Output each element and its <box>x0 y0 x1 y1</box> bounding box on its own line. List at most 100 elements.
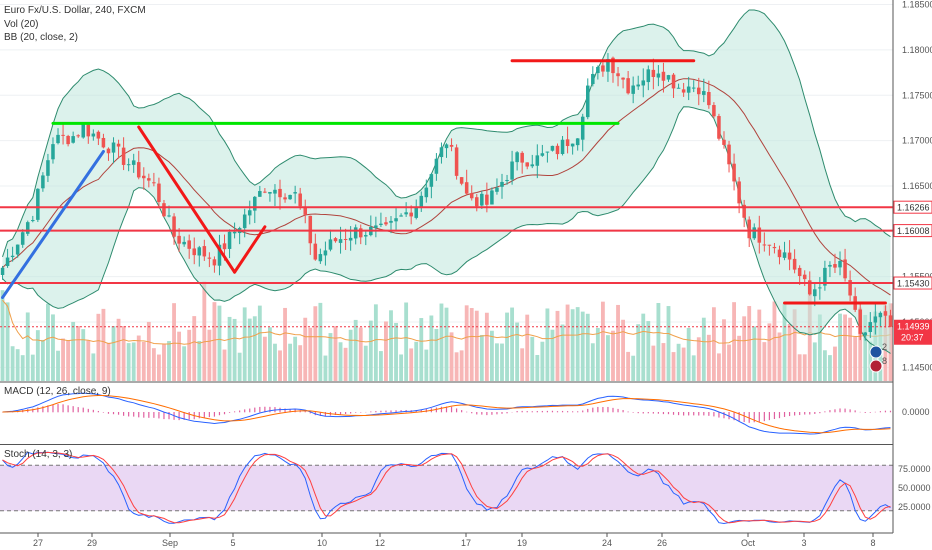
volume-bar <box>182 346 187 381</box>
volume-bar <box>268 327 272 381</box>
volume-bar <box>318 302 323 381</box>
stoch-band <box>0 465 893 511</box>
macd-histogram-bar <box>62 404 64 413</box>
volume-bar <box>802 354 807 381</box>
macd-histogram-bar <box>415 409 417 413</box>
volume-bar <box>273 343 277 381</box>
candle-body <box>283 197 287 200</box>
macd-histogram-bar <box>218 412 221 416</box>
macd-histogram-bar <box>324 412 327 417</box>
macd-histogram-bar <box>794 412 796 416</box>
candle-body <box>797 267 802 277</box>
macd-histogram-bar <box>587 408 589 413</box>
volume-bar <box>141 341 146 381</box>
volume-bar <box>545 308 550 381</box>
candle-body <box>424 187 429 198</box>
candle-body <box>15 244 20 255</box>
candle-body <box>596 66 600 74</box>
volume-bar <box>822 350 827 381</box>
candle-body <box>41 175 45 189</box>
macd-histogram-bar <box>168 412 170 420</box>
volume-bar <box>706 334 711 381</box>
macd-histogram-bar <box>804 412 806 415</box>
volume-bar <box>641 313 646 381</box>
volume-bar <box>530 336 535 381</box>
macd-histogram-bar <box>844 408 846 413</box>
candle-body <box>318 254 323 262</box>
volume-bar <box>419 318 424 381</box>
volume-bar <box>459 350 464 381</box>
volume-bar <box>474 310 479 381</box>
macd-histogram-bar <box>244 409 246 413</box>
volume-bar <box>227 316 232 381</box>
price-tick-label: 1.18500 <box>902 0 932 10</box>
macd-histogram-bar <box>677 412 680 416</box>
stoch-tick-label: 50.0000 <box>898 483 931 493</box>
macd-histogram-bar <box>400 410 402 413</box>
macd-histogram-bar <box>385 410 387 413</box>
candle-body <box>116 143 121 147</box>
volume-bar <box>747 306 752 381</box>
volume-bar <box>656 303 661 381</box>
candle-body <box>187 240 191 249</box>
candle-body <box>717 116 721 139</box>
bollinger-band-fill <box>2 10 891 354</box>
volume-bar <box>863 314 868 381</box>
candle-body <box>585 85 590 118</box>
macd-histogram-bar <box>370 411 372 413</box>
volume-bar <box>409 348 414 381</box>
macd-histogram-bar <box>188 412 190 420</box>
macd-histogram-bar <box>889 410 892 413</box>
candle-body <box>86 124 91 137</box>
candle-body <box>444 144 449 149</box>
macd-histogram-bar <box>577 411 579 413</box>
price-tick-label: 1.18000 <box>902 45 932 55</box>
macd-histogram-bar <box>839 408 841 413</box>
macd-histogram-bar <box>239 410 241 413</box>
macd-histogram-bar <box>849 409 851 413</box>
macd-histogram-bar <box>32 408 34 413</box>
macd-histogram-bar <box>602 407 604 413</box>
volume-bar <box>86 340 91 381</box>
volume-bar <box>651 345 656 381</box>
trend-line <box>137 125 237 274</box>
candle-body <box>550 145 555 151</box>
stoch-d-line <box>2 451 891 524</box>
macd-histogram-bar <box>92 409 94 413</box>
volume-bar <box>595 327 600 381</box>
candle-body <box>540 153 545 156</box>
volume-bar <box>0 290 5 381</box>
volume-bar <box>868 341 873 381</box>
volume-bar <box>727 344 731 381</box>
trend-line <box>233 225 267 274</box>
candle-body <box>308 215 313 244</box>
macd-histogram-bar <box>163 412 165 420</box>
macd-histogram-bar <box>309 412 311 414</box>
candle-body <box>565 139 570 147</box>
volume-bar <box>313 306 318 381</box>
volume-bar <box>252 316 257 381</box>
candle-body <box>772 246 777 249</box>
candle-body <box>227 231 232 249</box>
volume-bar <box>772 301 777 381</box>
volume-bar <box>515 322 520 381</box>
candle-body <box>646 69 651 83</box>
macd-histogram-bar <box>879 411 881 413</box>
volume-bar <box>257 305 262 381</box>
price-tick-label: 1.17500 <box>902 90 932 100</box>
volume-bar <box>676 343 681 381</box>
candle-body <box>802 274 807 280</box>
volume-bar <box>81 329 86 381</box>
candle-body <box>530 164 535 167</box>
macd-histogram-bar <box>153 412 155 418</box>
volume-bar <box>91 353 96 381</box>
volume-bar <box>535 354 540 381</box>
macd-histogram-bar <box>117 412 120 415</box>
macd-histogram-bar <box>566 411 569 413</box>
volume-bar <box>575 307 580 381</box>
volume-bar <box>833 346 837 381</box>
volume-bar <box>621 319 625 381</box>
candle-body <box>268 191 272 194</box>
candle-body <box>136 162 141 178</box>
